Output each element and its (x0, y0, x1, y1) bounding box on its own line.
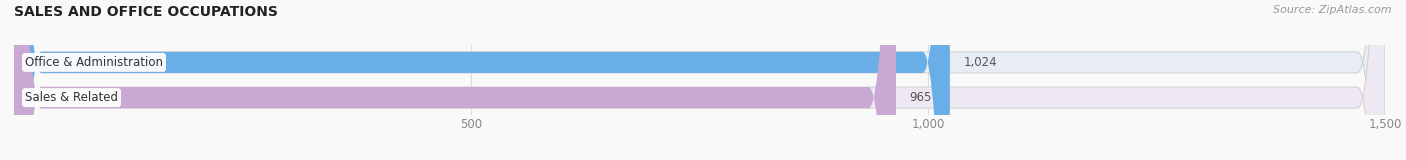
Text: Sales & Related: Sales & Related (25, 91, 118, 104)
Text: Office & Administration: Office & Administration (25, 56, 163, 69)
Text: 1,024: 1,024 (963, 56, 997, 69)
Text: 965: 965 (910, 91, 932, 104)
Text: SALES AND OFFICE OCCUPATIONS: SALES AND OFFICE OCCUPATIONS (14, 5, 278, 19)
FancyBboxPatch shape (14, 0, 950, 160)
Text: Source: ZipAtlas.com: Source: ZipAtlas.com (1274, 5, 1392, 15)
FancyBboxPatch shape (14, 0, 896, 160)
FancyBboxPatch shape (14, 0, 1385, 160)
FancyBboxPatch shape (14, 0, 1385, 160)
